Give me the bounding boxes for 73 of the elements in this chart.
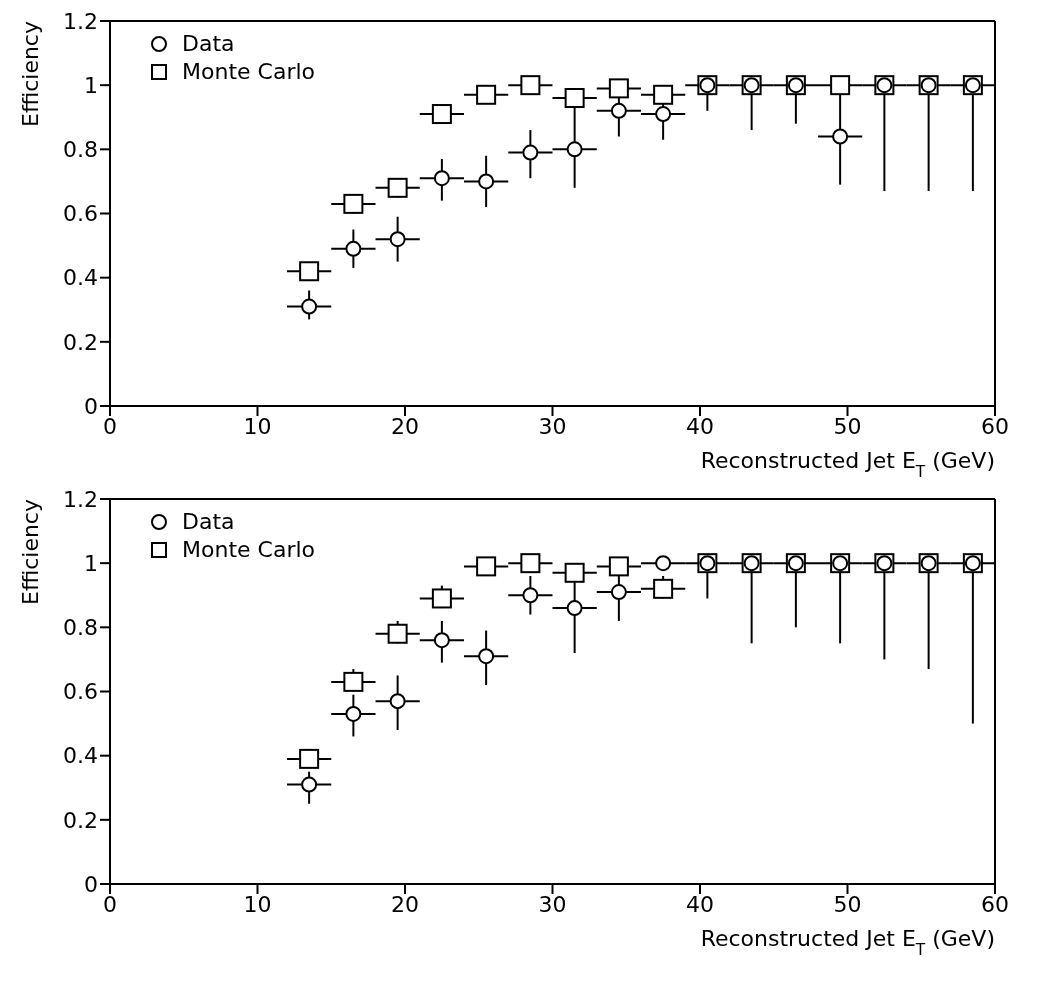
- point: [433, 170, 450, 187]
- x-tick-label: 30: [538, 413, 567, 439]
- x-tick-label: 0: [103, 413, 117, 439]
- x-tick-label: 60: [981, 891, 1009, 917]
- point: [655, 106, 672, 123]
- point: [830, 75, 851, 96]
- point: [476, 84, 497, 105]
- x-tick-label: 40: [686, 891, 714, 917]
- point: [653, 578, 674, 599]
- y-tick-label: 0: [84, 871, 98, 897]
- point: [433, 632, 450, 649]
- point: [608, 556, 629, 577]
- x-axis-title: Reconstructed Jet E$_{T}$ (GeV): [700, 448, 995, 481]
- point: [610, 584, 627, 601]
- point: [387, 177, 408, 198]
- y-tick-label: 0.6: [63, 679, 98, 705]
- point: [608, 78, 629, 99]
- y-tick-label: 0.6: [63, 201, 98, 227]
- y-tick-label: 0.2: [63, 807, 98, 833]
- point: [301, 298, 318, 315]
- x-tick-label: 40: [686, 413, 714, 439]
- legend-label: Monte Carlo: [182, 58, 315, 86]
- point: [522, 587, 539, 604]
- point: [431, 104, 452, 125]
- point: [476, 556, 497, 577]
- point: [520, 553, 541, 574]
- x-tick-label: 20: [391, 413, 419, 439]
- x-tick-label: 30: [538, 891, 567, 917]
- point: [431, 588, 452, 609]
- point: [301, 776, 318, 793]
- point: [478, 173, 495, 190]
- legend-label: Data: [182, 508, 235, 536]
- point: [387, 623, 408, 644]
- y-tick-label: 0: [84, 393, 98, 419]
- point: [299, 261, 320, 282]
- point: [564, 562, 585, 583]
- point: [832, 128, 849, 145]
- x-axis-title: Reconstructed Jet E$_{T}$ (GeV): [700, 926, 995, 959]
- y-axis-title: Efficiency: [18, 499, 43, 605]
- x-tick-label: 10: [243, 413, 272, 439]
- y-tick-label: 0.8: [63, 615, 98, 641]
- point: [343, 193, 364, 214]
- x-tick-label: 20: [391, 891, 419, 917]
- point: [566, 141, 583, 158]
- legend-label: Data: [182, 30, 235, 58]
- point: [564, 88, 585, 108]
- point: [478, 648, 495, 665]
- x-tick-label: 10: [243, 891, 272, 917]
- point: [566, 600, 583, 617]
- point: [345, 705, 362, 722]
- point: [655, 555, 672, 572]
- point: [653, 84, 674, 105]
- y-tick-label: 0.8: [63, 137, 98, 163]
- point: [299, 748, 320, 769]
- y-axis-title: Efficiency: [18, 21, 43, 127]
- point: [610, 102, 627, 119]
- y-tick-label: 0.4: [63, 743, 98, 769]
- point: [389, 693, 406, 710]
- point: [345, 240, 362, 257]
- y-tick-label: 1: [84, 550, 98, 576]
- y-tick-label: 0.2: [63, 329, 98, 355]
- x-tick-label: 0: [103, 891, 117, 917]
- x-tick-label: 50: [833, 413, 862, 439]
- point: [522, 144, 539, 161]
- y-tick-label: 0.4: [63, 265, 98, 291]
- x-tick-label: 50: [833, 891, 862, 917]
- point: [520, 75, 541, 96]
- legend-label: Monte Carlo: [182, 536, 315, 564]
- y-tick-label: 1.2: [63, 486, 98, 512]
- y-tick-label: 1.2: [63, 8, 98, 34]
- point: [389, 231, 406, 248]
- x-tick-label: 60: [981, 413, 1009, 439]
- y-tick-label: 1: [84, 72, 98, 98]
